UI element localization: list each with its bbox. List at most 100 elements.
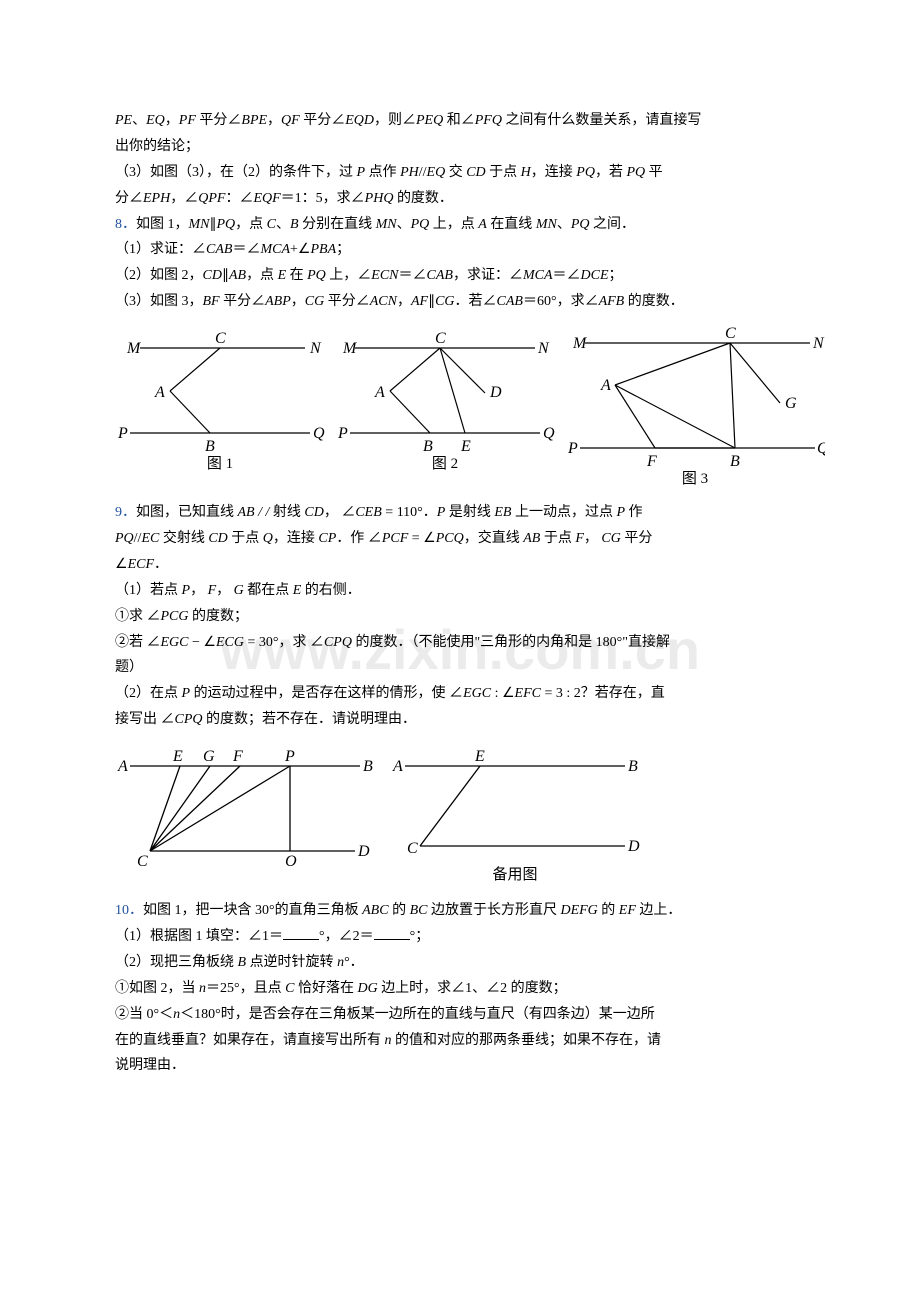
txt: PH	[400, 165, 419, 180]
txt: ，若	[595, 165, 627, 180]
p7-cont-4: 分∠EPH，∠QPF：∠EQF＝1：5，求∠PHQ 的度数．	[115, 186, 805, 212]
txt: = 30°，求 ∠	[244, 635, 324, 650]
txt: EFC	[515, 686, 541, 701]
lbl-M: M	[126, 340, 142, 357]
txt: H	[521, 165, 531, 180]
p8-line4: （3）如图 3，BF 平分∠ABP，CG 平分∠ACN，AF∥CG．若∠CAB＝…	[115, 289, 805, 315]
txt: 的度数．（不能使用"三角形的内角和是 180°"直接解	[352, 635, 670, 650]
txt: ABP	[265, 294, 291, 309]
txt: CD	[208, 531, 227, 546]
txt: ，	[291, 294, 305, 309]
txt: ＜180°时，是否会存在三角板某一边所在的直线与直尺（有四条边）某一边所	[180, 1007, 655, 1022]
txt: DEFG	[560, 903, 597, 918]
txt: ，则∠	[374, 113, 416, 128]
txt: （2）如图 2，	[115, 268, 203, 283]
txt: 平分∠	[300, 113, 346, 128]
txt: 边放置于长方形直尺	[427, 903, 560, 918]
txt: 的度数．	[393, 191, 453, 206]
txt: ∠	[115, 557, 128, 572]
txt: ， ∠	[324, 505, 356, 520]
prob-num-8: 8．	[115, 217, 136, 232]
caption2: 图 2	[432, 455, 458, 472]
txt: +∠	[290, 242, 310, 257]
lbl-C: C	[435, 330, 446, 347]
txt: ACN	[370, 294, 397, 309]
txt: 恰好落在	[294, 981, 357, 996]
txt: 如图 1，	[136, 217, 189, 232]
txt: MN	[536, 217, 557, 232]
txt: 点作	[365, 165, 400, 180]
fig9-2: A B E C D 备用图	[385, 741, 645, 886]
txt: G	[234, 583, 244, 598]
lbl-P: P	[117, 425, 128, 442]
txt: P	[182, 686, 191, 701]
txt: ，	[584, 531, 602, 546]
p9-line6: ②若 ∠EGC − ∠ECG = 30°，求 ∠CPQ 的度数．（不能使用"三角…	[115, 630, 805, 656]
txt: 分别在直线	[299, 217, 376, 232]
txt: ：∠	[225, 191, 253, 206]
txt: 之间．	[589, 217, 635, 232]
txt: 平分∠	[220, 294, 266, 309]
txt: 、	[557, 217, 571, 232]
txt: 的运动过程中，是否存在这样的倩形，使 ∠	[190, 686, 463, 701]
lbl-D: D	[627, 838, 640, 855]
fig8-row: M N P Q C A B 图 1	[115, 323, 805, 488]
lbl-A: A	[117, 758, 128, 775]
txt: PF	[179, 113, 196, 128]
txt: AB	[523, 531, 540, 546]
txt: ∥	[210, 217, 217, 232]
txt: 之间有什么数量关系，请直接写	[502, 113, 702, 128]
txt: ECF	[128, 557, 154, 572]
lbl-N: N	[309, 340, 322, 357]
txt: QPF	[198, 191, 225, 206]
txt: AB	[229, 268, 246, 283]
txt: 平分∠	[196, 113, 242, 128]
txt: 上，∠	[326, 268, 372, 283]
txt: ECG	[216, 635, 244, 650]
txt: CD	[466, 165, 485, 180]
txt: BF	[203, 294, 220, 309]
lbl-P: P	[284, 748, 295, 765]
p10-line3: （2）现把三角板绕 B 点逆时针旋转 n°．	[115, 950, 805, 976]
txt: ．	[154, 557, 168, 572]
p7-cont-1: PE、EQ，PF 平分∠BPE，QF 平分∠EQD，则∠PEQ 和∠PFQ 之间…	[115, 108, 805, 134]
txt: n	[385, 1033, 392, 1048]
txt: 射线	[269, 505, 304, 520]
txt: 都在点	[244, 583, 293, 598]
lbl-D: D	[489, 384, 502, 401]
txt: ，点	[235, 217, 267, 232]
txt: 在的直线垂直？如果存在，请直接写出所有	[115, 1033, 385, 1048]
p9-line2: PQ//EC 交射线 CD 于点 Q，连接 CP．作 ∠PCF = ∠PCQ，交…	[115, 526, 805, 552]
lbl-C: C	[215, 330, 226, 347]
txt: = 3 : 2？若存在，直	[541, 686, 665, 701]
caption3: 图 3	[682, 470, 708, 487]
txt: F	[208, 583, 217, 598]
p10-line7: 说明理由．	[115, 1053, 805, 1079]
lbl-C: C	[725, 325, 736, 342]
txt: 的	[389, 903, 410, 918]
txt: PQ	[115, 531, 134, 546]
txt: 是射线	[445, 505, 494, 520]
txt: 平分	[621, 531, 653, 546]
lbl-F: F	[646, 453, 657, 470]
txt: 交	[445, 165, 466, 180]
txt: （3）如图（3），在（2）的条件下，过	[115, 165, 357, 180]
txt: CPQ	[324, 635, 352, 650]
txt: − ∠	[189, 635, 216, 650]
txt: 的度数．	[624, 294, 684, 309]
txt: CAB	[497, 294, 523, 309]
txt: ∥	[428, 294, 435, 309]
fig8-3: M N P Q C A B F G 图 3	[565, 323, 825, 488]
txt: ②若 ∠	[115, 635, 161, 650]
txt: 在	[286, 268, 307, 283]
txt: C	[267, 217, 276, 232]
txt: 和∠	[443, 113, 475, 128]
p10-line4: ①如图 2，当 n＝25°，且点 C 恰好落在 DG 边上时，求∠1、∠2 的度…	[115, 976, 805, 1002]
txt: （1）若点	[115, 583, 182, 598]
page-content: PE、EQ，PF 平分∠BPE，QF 平分∠EQD，则∠PEQ 和∠PFQ 之间…	[115, 108, 805, 1079]
txt: EQD	[345, 113, 374, 128]
txt: EC	[141, 531, 159, 546]
txt: 、	[276, 217, 290, 232]
txt: ＝∠	[232, 242, 260, 257]
fig9-row: A B E G F P C Q D	[115, 741, 805, 886]
